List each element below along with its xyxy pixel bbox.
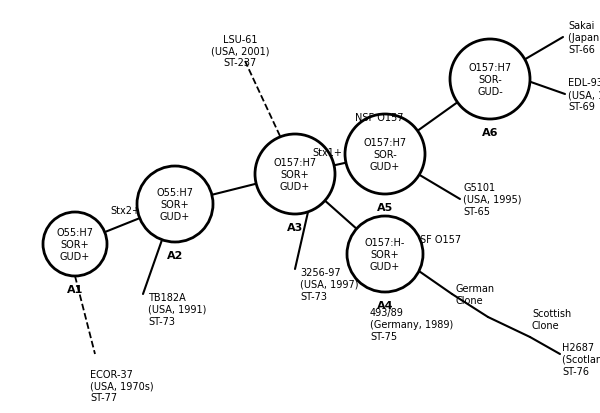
Text: LSU-61
(USA, 2001)
ST-237: LSU-61 (USA, 2001) ST-237 — [211, 35, 269, 68]
Text: G5101
(USA, 1995)
ST-65: G5101 (USA, 1995) ST-65 — [463, 183, 521, 216]
Circle shape — [255, 135, 335, 214]
Text: NSF O157: NSF O157 — [355, 113, 404, 123]
Circle shape — [345, 115, 425, 195]
Text: A5: A5 — [377, 202, 393, 212]
Circle shape — [347, 216, 423, 292]
Text: A6: A6 — [482, 128, 498, 138]
Text: O157:H7
SOR+
GUD+: O157:H7 SOR+ GUD+ — [274, 158, 317, 191]
Text: Stx2+: Stx2+ — [110, 206, 140, 216]
Text: O157:H7
SOR-
GUD+: O157:H7 SOR- GUD+ — [364, 138, 407, 171]
Text: ECOR-37
(USA, 1970s)
ST-77: ECOR-37 (USA, 1970s) ST-77 — [90, 369, 154, 402]
Text: O55:H7
SOR+
GUD+: O55:H7 SOR+ GUD+ — [157, 188, 193, 221]
Text: O55:H7
SOR+
GUD+: O55:H7 SOR+ GUD+ — [56, 228, 94, 261]
Text: A2: A2 — [167, 250, 183, 260]
Circle shape — [137, 166, 213, 242]
Text: German
Clone: German Clone — [456, 283, 495, 305]
Text: O157:H-
SOR+
GUD+: O157:H- SOR+ GUD+ — [365, 238, 405, 271]
Circle shape — [450, 40, 530, 120]
Text: Scottish
Clone: Scottish Clone — [532, 309, 571, 330]
Text: H2687
(Scotland, 2003)
ST-76: H2687 (Scotland, 2003) ST-76 — [562, 342, 600, 376]
Text: A4: A4 — [377, 300, 393, 310]
Text: 493/89
(Germany, 1989)
ST-75: 493/89 (Germany, 1989) ST-75 — [370, 308, 453, 341]
Text: 3256-97
(USA, 1997)
ST-73: 3256-97 (USA, 1997) ST-73 — [300, 268, 359, 301]
Text: O157:H7
SOR-
GUD-: O157:H7 SOR- GUD- — [469, 63, 512, 96]
Text: SF O157: SF O157 — [420, 235, 461, 244]
Text: TB182A
(USA, 1991)
ST-73: TB182A (USA, 1991) ST-73 — [148, 293, 206, 326]
Circle shape — [43, 212, 107, 276]
Text: A1: A1 — [67, 284, 83, 294]
Text: EDL-933
(USA, 1982)
ST-69: EDL-933 (USA, 1982) ST-69 — [568, 78, 600, 112]
Text: Stx1+: Stx1+ — [312, 147, 342, 158]
Text: A3: A3 — [287, 223, 303, 233]
Text: Sakai
(Japan, 1996)
ST-66: Sakai (Japan, 1996) ST-66 — [568, 21, 600, 55]
